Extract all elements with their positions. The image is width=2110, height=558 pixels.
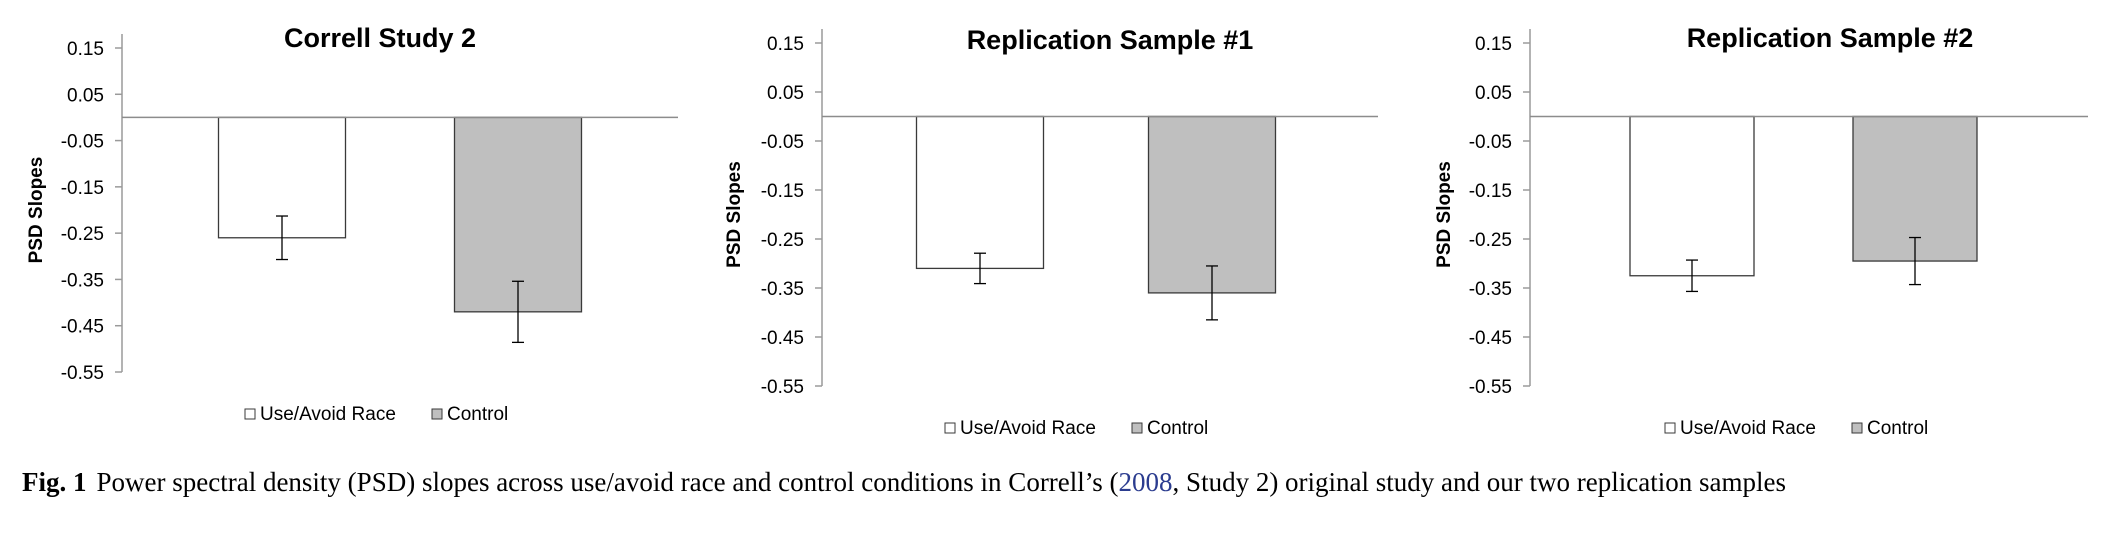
chart-panel-correll-study-2: Correll Study 2 PSD Slopes 0.15 0.05 -0.05 -0… xyxy=(0,0,690,450)
y-tick-label: -0.55 xyxy=(1469,377,1512,398)
y-tick-label: -0.35 xyxy=(1469,279,1512,300)
y-tick-label: -0.15 xyxy=(61,178,104,199)
legend-label: Control xyxy=(1867,418,1928,439)
chart-title: Correll Study 2 xyxy=(284,23,476,53)
y-tick-label: -0.55 xyxy=(761,377,804,398)
y-tick-label: -0.15 xyxy=(761,181,804,202)
chart-title: Replication Sample #2 xyxy=(1687,23,1974,53)
y-tick-label: -0.45 xyxy=(1469,328,1512,349)
y-tick-label: -0.25 xyxy=(761,230,804,251)
y-tick-label: -0.25 xyxy=(1469,230,1512,251)
legend-label: Control xyxy=(447,404,508,425)
legend-label: Use/Avoid Race xyxy=(260,404,396,425)
y-tick-label: -0.15 xyxy=(1469,181,1512,202)
chart-svg: Correll Study 2 PSD Slopes 0.15 0.05 -0.05 -0… xyxy=(26,23,678,425)
legend-label: Use/Avoid Race xyxy=(1680,418,1816,439)
chart-panel-replication-sample-2: Replication Sample #2 PSD Slopes 0.15 0.05 -… xyxy=(1410,0,2100,450)
y-tick-label: 0.15 xyxy=(1475,34,1512,55)
y-tick-label: -0.05 xyxy=(1469,132,1512,153)
y-tick-label: 0.15 xyxy=(767,34,804,55)
y-tick-label: -0.45 xyxy=(761,328,804,349)
legend-swatch xyxy=(244,408,256,420)
y-axis-label: PSD Slopes xyxy=(1434,161,1455,268)
chart-svg: Replication Sample #2 PSD Slopes 0.15 0.05 -… xyxy=(1434,23,2088,439)
legend-swatch xyxy=(1664,422,1676,434)
legend-swatch xyxy=(431,408,443,420)
y-axis-label: PSD Slopes xyxy=(26,157,47,264)
bar-use-avoid-race xyxy=(915,115,1045,270)
y-tick-label: -0.25 xyxy=(61,224,104,245)
figure-label: Fig. 1 xyxy=(22,467,87,497)
y-tick-label: 0.05 xyxy=(1475,83,1512,104)
legend-label: Control xyxy=(1147,418,1208,439)
y-tick-label: -0.05 xyxy=(61,132,104,153)
y-tick-label: 0.05 xyxy=(67,85,104,106)
y-tick-label: -0.55 xyxy=(61,363,104,384)
legend-swatch xyxy=(1131,422,1143,434)
caption-text-before: Power spectral density (PSD) slopes acro… xyxy=(96,467,1119,497)
bar-control xyxy=(1147,115,1277,294)
chart-panel-replication-sample-1: Replication Sample #1 PSD Slopes 0.15 0.05 -… xyxy=(700,0,1390,450)
bar-control xyxy=(453,116,583,313)
citation-link[interactable]: 2008 xyxy=(1118,467,1173,497)
chart-svg: Replication Sample #1 PSD Slopes 0.15 0.05 -… xyxy=(724,25,1378,439)
bar-use-avoid-race xyxy=(1629,115,1755,277)
chart-title: Replication Sample #1 xyxy=(967,25,1254,55)
y-tick-label: -0.45 xyxy=(61,317,104,338)
figure-caption: Fig. 1 Power spectral density (PSD) slope… xyxy=(22,464,2088,500)
y-tick-label: -0.35 xyxy=(61,270,104,291)
y-tick-label: 0.05 xyxy=(767,83,804,104)
y-tick-label: -0.05 xyxy=(761,132,804,153)
legend-swatch xyxy=(1851,422,1863,434)
legend-label: Use/Avoid Race xyxy=(960,418,1096,439)
y-tick-label: -0.35 xyxy=(761,279,804,300)
y-axis-label: PSD Slopes xyxy=(724,161,745,268)
y-tick-label: 0.15 xyxy=(67,39,104,60)
legend-swatch xyxy=(944,422,956,434)
caption-text-after: , Study 2) original study and our two re… xyxy=(1172,467,1786,497)
